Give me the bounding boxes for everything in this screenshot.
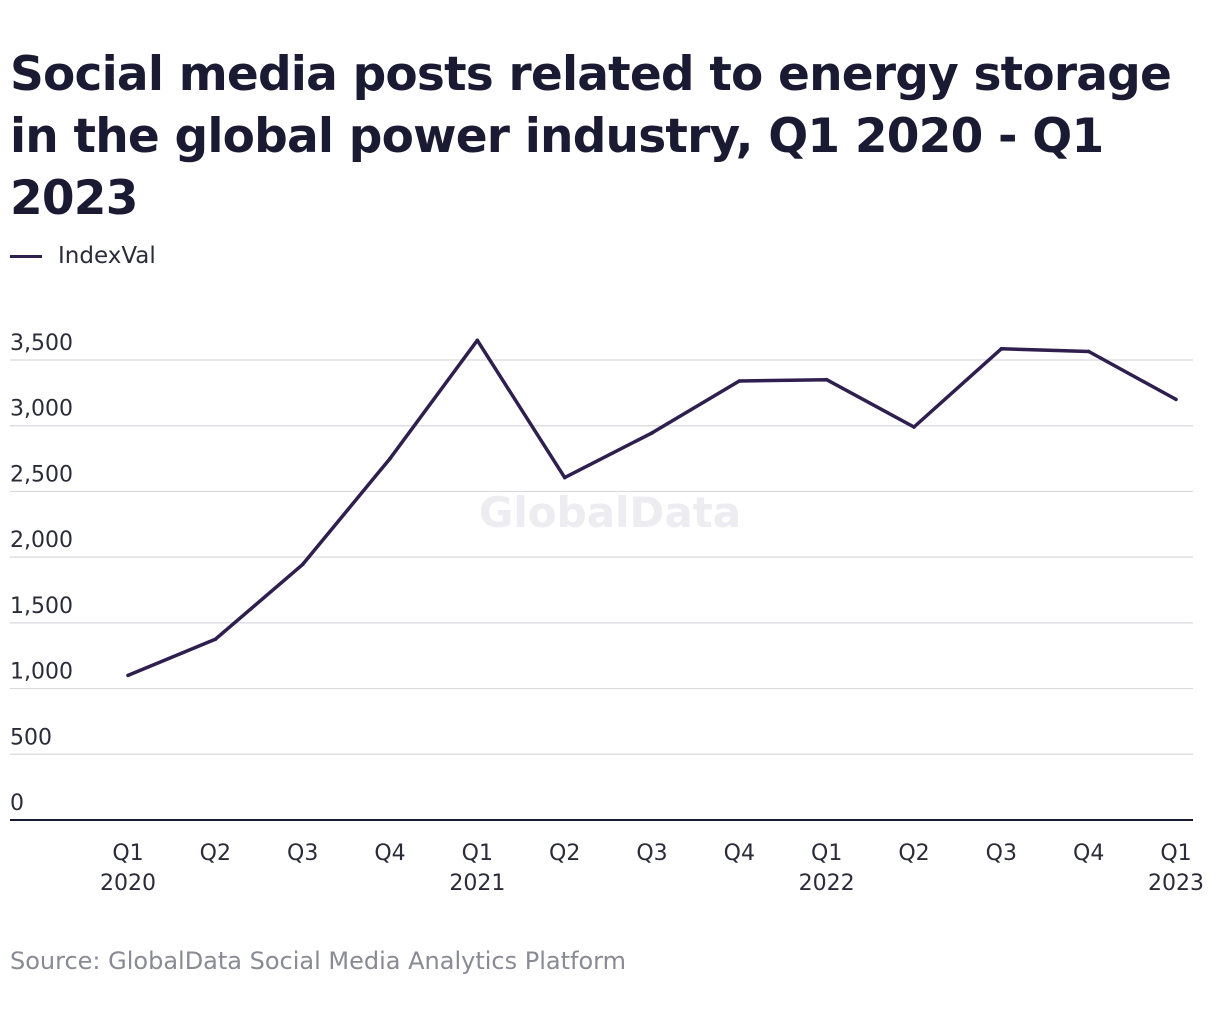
data-point bbox=[912, 425, 916, 429]
chart-title: Social media posts related to energy sto… bbox=[10, 47, 1172, 226]
y-tick-label: 2,000 bbox=[10, 528, 73, 553]
data-point bbox=[824, 377, 829, 382]
x-tick-label: Q4 bbox=[374, 841, 405, 866]
x-tick-label: Q1 bbox=[811, 841, 842, 866]
x-tick-label: Q4 bbox=[1073, 841, 1104, 866]
x-axis-ticks: Q1 2020 Q2 Q3 Q4 Q1 2021 Q2 Q3 Q4 Q1 2022 Q2 Q3 Q4 Q1 20… bbox=[100, 841, 1204, 896]
x-tick-year-label: 2023 bbox=[1148, 871, 1204, 896]
data-point bbox=[213, 637, 218, 642]
legend-label: IndexVal bbox=[58, 243, 156, 269]
x-tick-year-label: 2022 bbox=[799, 871, 855, 896]
x-tick-label: Q4 bbox=[724, 841, 755, 866]
data-point bbox=[999, 347, 1004, 351]
x-tick-label: Q1 bbox=[1160, 841, 1191, 866]
legend-line-swatch bbox=[10, 254, 42, 258]
x-tick-label: Q3 bbox=[986, 841, 1017, 866]
y-tick-label: 3,500 bbox=[10, 331, 73, 356]
y-tick-label: 500 bbox=[10, 725, 52, 750]
y-tick-label: 1,500 bbox=[10, 594, 73, 619]
y-tick-label: 0 bbox=[10, 791, 24, 816]
x-tick-label: Q2 bbox=[200, 841, 231, 866]
data-point bbox=[1086, 349, 1091, 354]
data-point bbox=[650, 431, 654, 435]
source-note: Source: GlobalData Social Media Analytic… bbox=[10, 947, 626, 975]
data-point bbox=[737, 379, 742, 383]
data-point bbox=[388, 456, 392, 461]
legend: IndexVal bbox=[10, 243, 156, 269]
x-tick-year-label: 2020 bbox=[100, 871, 156, 896]
x-tick-label: Q1 bbox=[112, 841, 143, 866]
data-point bbox=[475, 338, 480, 343]
y-tick-label: 1,000 bbox=[10, 660, 73, 685]
gridlines bbox=[10, 359, 1193, 755]
watermark: GlobalData bbox=[479, 488, 741, 537]
x-tick-label: Q2 bbox=[549, 841, 580, 866]
data-point bbox=[1174, 397, 1178, 402]
data-point bbox=[126, 673, 130, 678]
x-tick-label: Q1 bbox=[462, 841, 493, 866]
x-tick-label: Q3 bbox=[287, 841, 318, 866]
y-tick-label: 2,500 bbox=[10, 462, 73, 487]
x-tick-label: Q2 bbox=[898, 841, 929, 866]
data-points bbox=[126, 338, 1178, 678]
x-tick-year-label: 2021 bbox=[449, 871, 505, 896]
y-axis-ticks: 0 500 1,000 1,500 2,000 2,500 3,000 3,500 bbox=[10, 331, 73, 816]
x-tick-label: Q3 bbox=[636, 841, 667, 866]
y-tick-label: 3,000 bbox=[10, 397, 73, 422]
data-point bbox=[300, 562, 305, 567]
data-point bbox=[562, 475, 567, 480]
